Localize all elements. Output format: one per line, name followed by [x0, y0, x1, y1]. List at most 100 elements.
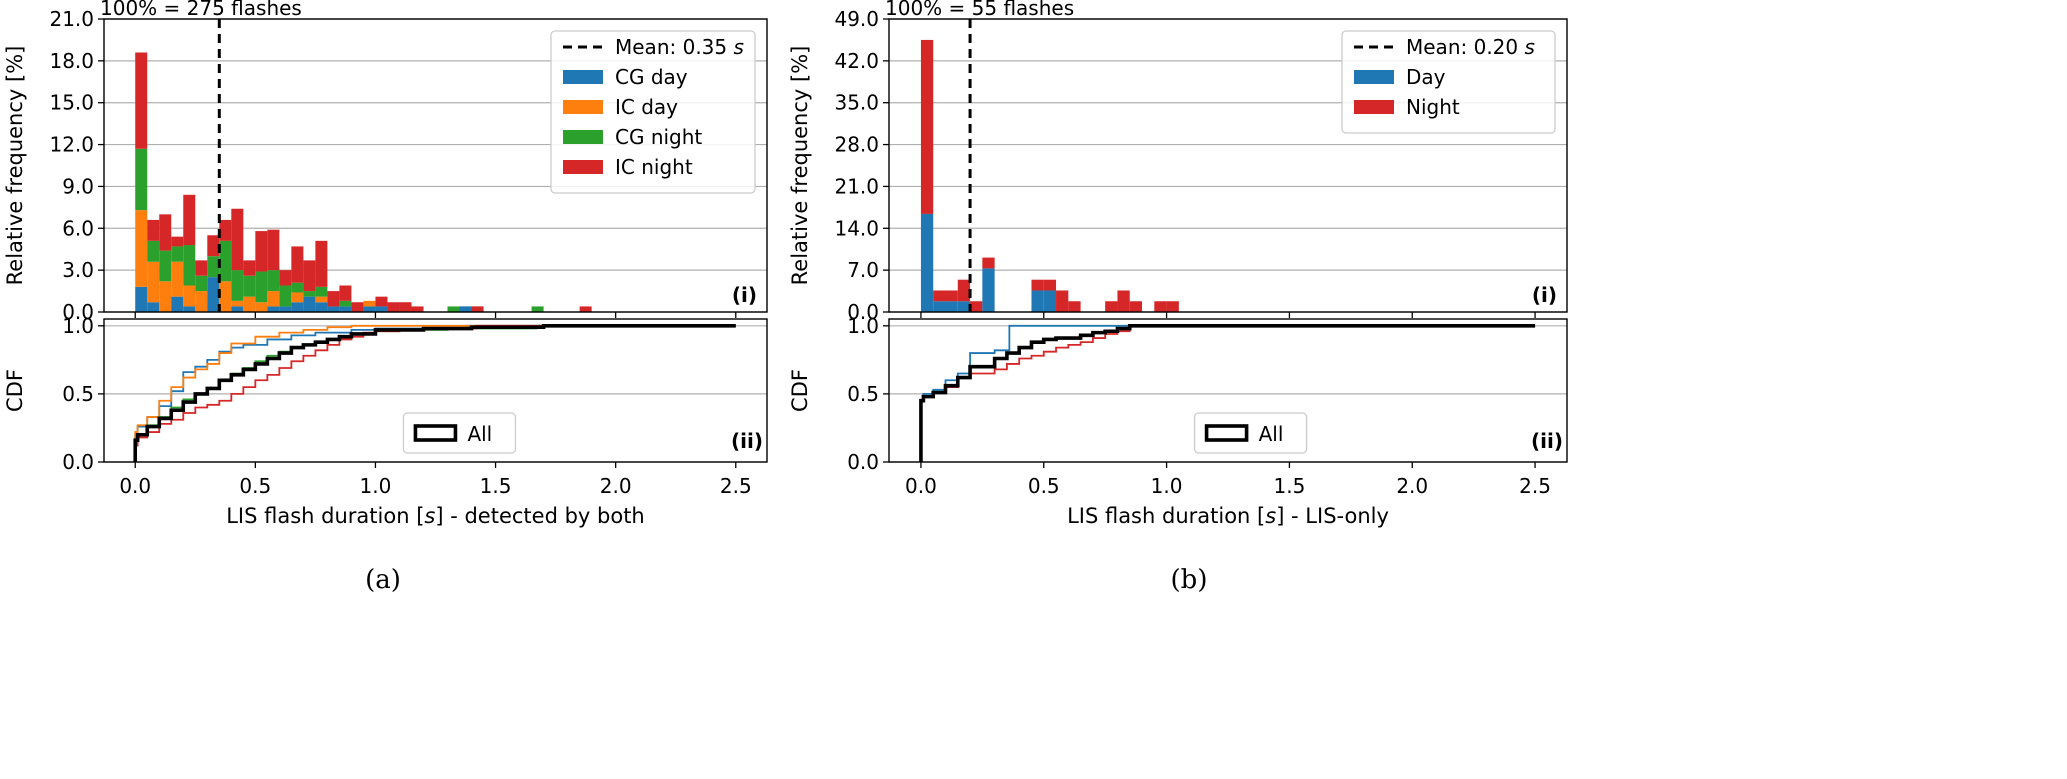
hist-legend — [1341, 30, 1556, 134]
bar-ic-night — [375, 296, 388, 307]
bar-ic-day — [267, 291, 280, 307]
bar-cg-day — [339, 306, 352, 312]
bar-day — [982, 268, 995, 312]
bar-ic-night — [387, 302, 400, 312]
hist-ytick-label: 12.0 — [49, 133, 94, 157]
bar-night — [1043, 279, 1057, 291]
caption: (b) — [1171, 565, 1208, 595]
legend-label-all: All — [467, 422, 492, 446]
bar-day — [933, 301, 946, 312]
legend-label: CG day — [615, 65, 688, 89]
xtick-label: 0.5 — [1028, 474, 1060, 498]
bar-cg-day — [327, 306, 340, 312]
legend-swatch-all — [1204, 424, 1249, 442]
bar-cg-night — [183, 245, 196, 286]
xlabel-part: s — [1265, 504, 1276, 528]
xlabel-part: LIS flash duration [ — [226, 504, 424, 528]
xlabel-part: LIS flash duration [ — [1067, 504, 1265, 528]
bar-ic-night — [171, 236, 184, 247]
bar-cg-night — [291, 282, 304, 293]
bar-ic-night — [159, 214, 172, 251]
cdf-legend — [402, 412, 517, 454]
bar-ic-day — [243, 296, 256, 312]
xlabel: LIS flash duration [s] - LIS-only — [1067, 504, 1389, 528]
bar-ic-day — [315, 296, 328, 303]
xtick-label: 1.0 — [360, 474, 392, 498]
bar-night — [1105, 301, 1118, 312]
chart-a: 0.0 3.0 6.0 9.0 12.0 15.0 18.0 21.0 Relative fre… — [3, 0, 768, 595]
bar-night — [1166, 301, 1179, 312]
hist-ytick-label: 18.0 — [49, 49, 94, 73]
bar-cg-night — [255, 271, 268, 303]
bar-cg-day — [231, 306, 244, 312]
cdf-ytick-label: 0.0 — [847, 450, 879, 474]
bar-extra — [459, 306, 472, 312]
bar-ic-day — [135, 210, 148, 287]
xtick-label: 0.0 — [119, 474, 151, 498]
legend-swatch-night — [1354, 100, 1394, 114]
bar-cg-day — [135, 286, 148, 312]
legend-swatch-ic-night — [563, 160, 603, 174]
cdf-ytick-label: 0.0 — [62, 450, 94, 474]
bar-night — [1056, 290, 1069, 312]
legend-mean-label: Mean: 0.35 s — [615, 35, 744, 59]
bar-cg-day — [363, 306, 376, 312]
bar-ic-night — [243, 260, 256, 276]
bar-ic-night — [183, 194, 196, 246]
bar-cg-day — [375, 306, 388, 312]
hist-ytick-label: 6.0 — [62, 216, 94, 240]
bar-day — [920, 213, 934, 312]
cdf-ytick-label: 1.0 — [847, 314, 879, 338]
bar-cg-night — [207, 256, 220, 278]
cdf-ytick-label: 0.5 — [847, 382, 879, 406]
bar-ic-night — [351, 302, 364, 312]
bar-cg-day — [171, 296, 184, 312]
bar-cg-day — [291, 302, 304, 312]
bar-cg-day — [183, 306, 196, 312]
flash-note: 100% = 55 flashes — [885, 0, 1074, 20]
bar-cg-night — [279, 285, 292, 307]
cdf-ytick-label: 0.5 — [62, 382, 94, 406]
bar-cg-day — [279, 306, 292, 312]
legend-label: Night — [1406, 95, 1460, 119]
bar-ic-day — [363, 300, 376, 307]
xlabel-part: ] - detected by both — [435, 504, 644, 528]
hist-ytick-label: 3.0 — [62, 258, 94, 282]
bar-ic-night — [579, 306, 592, 312]
hist-ytick-label: 15.0 — [49, 91, 94, 115]
bar-cg-night — [303, 291, 316, 297]
legend-label-all: All — [1259, 422, 1284, 446]
legend-mean-unit: s — [733, 35, 743, 59]
bar-ic-night — [303, 260, 316, 292]
hist-ylabel: Relative frequency [%] — [3, 46, 27, 286]
bar-cg-night — [267, 270, 280, 292]
bar-ic-day — [231, 300, 244, 307]
legend-swatch-cg-day — [563, 70, 603, 84]
bar-cg-day — [147, 302, 160, 312]
bar-cg-night — [219, 240, 232, 282]
legend-label: Day — [1406, 65, 1446, 89]
xtick-label: 2.5 — [1519, 474, 1551, 498]
legend-swatch-all — [413, 424, 458, 442]
hist-frame — [888, 18, 1568, 313]
bar-cg-night — [447, 306, 460, 312]
bar-night — [933, 290, 946, 302]
bar-ic-night — [279, 270, 292, 286]
bar-cg-day — [207, 277, 220, 312]
hist-ytick-label: 14.0 — [834, 216, 879, 240]
legend-swatch-ic-day — [563, 100, 603, 114]
bar-cg-night — [147, 240, 160, 262]
bar-ic-night — [207, 235, 220, 257]
hist-ytick-label: 49.0 — [834, 7, 879, 31]
xtick-label: 2.0 — [600, 474, 632, 498]
cdf-line-all — [133, 324, 736, 462]
bar-ic-day — [171, 261, 184, 297]
legend-swatch-day — [1354, 70, 1394, 84]
bar-cg-day — [315, 302, 328, 312]
hist-ytick-label: 21.0 — [834, 174, 879, 198]
bar-ic-night — [135, 52, 148, 149]
xlabel: LIS flash duration [s] - detected by bot… — [226, 504, 645, 528]
bar-night — [1117, 290, 1130, 312]
bar-cg-night — [315, 286, 328, 297]
